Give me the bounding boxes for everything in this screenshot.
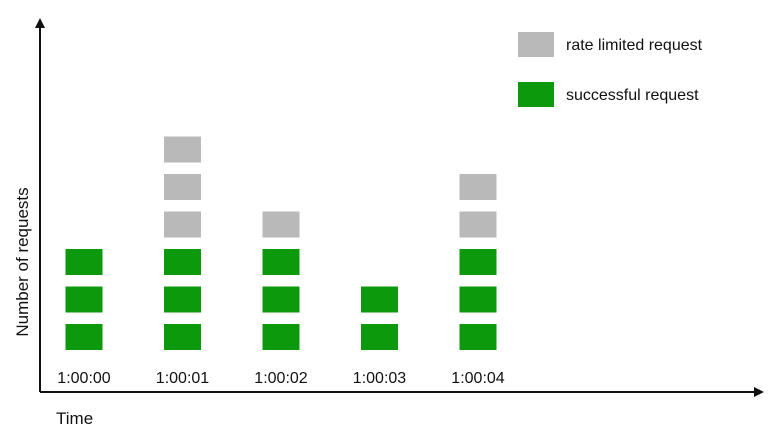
request-block-successful-request-1-00-02-1	[262, 324, 300, 350]
request-block-successful-request-1-00-04-2	[459, 286, 497, 313]
request-block-successful-request-1-00-01-2	[164, 286, 201, 313]
x-tick-label: 1:00:02	[254, 370, 307, 387]
y-axis-label: Number of requests	[13, 187, 32, 336]
request-block-rate-limited-request-1-00-01-2	[164, 174, 201, 200]
legend-swatch-successful-request	[518, 82, 554, 107]
request-block-successful-request-1-00-02-3	[262, 249, 300, 275]
bars-layer	[65, 136, 497, 350]
request-block-successful-request-1-00-00-1	[65, 324, 103, 350]
x-tick-label: 1:00:01	[156, 370, 209, 387]
request-block-rate-limited-request-1-00-04-1	[459, 211, 497, 238]
x-tick-labels: 1:00:00 1:00:01 1:00:02 1:00:03 1:00:04	[57, 370, 504, 387]
request-block-successful-request-1-00-04-1	[459, 324, 497, 350]
request-block-rate-limited-request-1-00-04-2	[459, 174, 497, 200]
x-axis-label: Time	[56, 409, 93, 428]
request-block-successful-request-1-00-04-3	[459, 249, 497, 275]
request-block-successful-request-1-00-00-3	[65, 249, 103, 275]
request-block-rate-limited-request-1-00-01-1	[164, 211, 201, 238]
request-block-rate-limited-request-1-00-01-3	[164, 136, 201, 163]
x-tick-label: 1:00:03	[353, 370, 406, 387]
legend-label-successful-request: successful request	[566, 87, 699, 104]
x-tick-label: 1:00:04	[451, 370, 504, 387]
legend-label-rate-limited-request: rate limited request	[566, 37, 703, 54]
request-block-successful-request-1-00-01-1	[164, 324, 201, 350]
request-block-successful-request-1-00-02-2	[262, 286, 300, 313]
request-block-successful-request-1-00-00-2	[65, 286, 103, 313]
x-tick-label: 1:00:00	[57, 370, 110, 387]
request-block-rate-limited-request-1-00-02-1	[262, 211, 300, 238]
legend-swatch-rate-limited-request	[518, 32, 554, 57]
request-block-successful-request-1-00-03-2	[361, 286, 398, 313]
legend: rate limited request successful request	[518, 32, 703, 107]
request-block-successful-request-1-00-01-3	[164, 249, 201, 275]
request-block-successful-request-1-00-03-1	[361, 324, 398, 350]
